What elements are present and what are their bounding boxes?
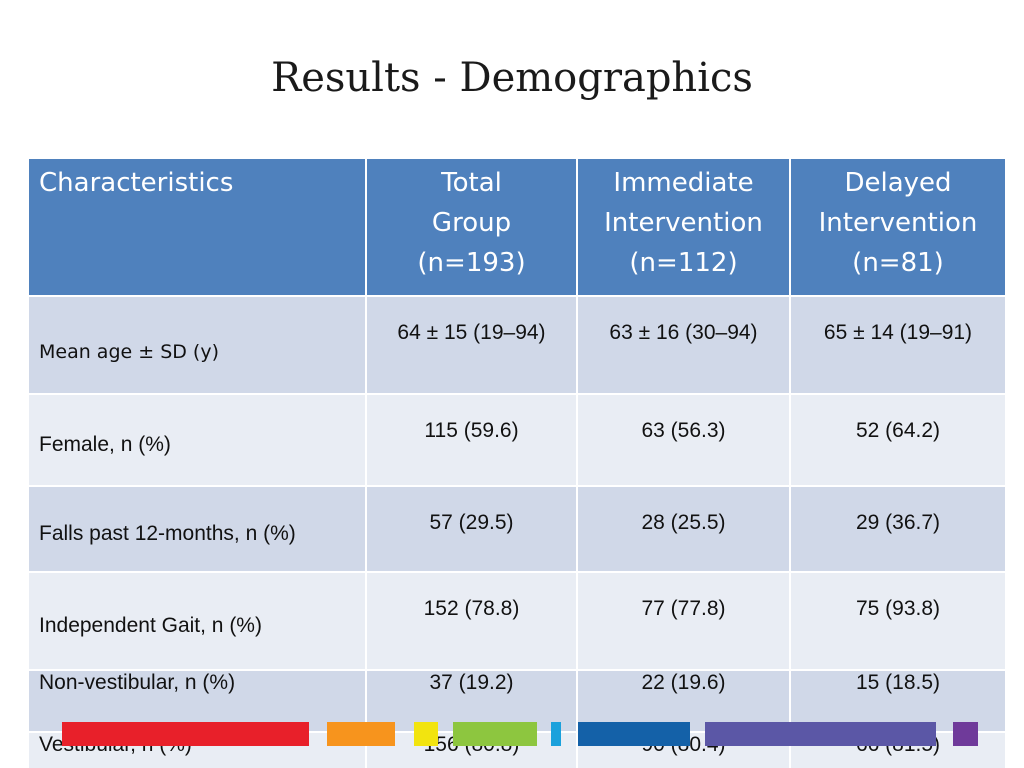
header-line: Intervention [818,208,978,238]
header-line: Intervention [604,208,763,238]
header-line: (n=81) [852,248,944,278]
cell-delayed: 75 (93.8) [789,571,1007,671]
cell-delayed: 52 (64.2) [789,393,1007,487]
stripe-segment-purple [953,722,978,746]
cell-immediate: 77 (77.8) [576,571,791,671]
cell-immediate: 63 (56.3) [576,393,791,487]
stripe-segment-blue [578,722,690,746]
stripe-segment-indigo [705,722,936,746]
header-line: Group [431,208,512,238]
row-label: Falls past 12-months, n (%) [27,485,367,573]
cell-total: 64 ± 15 (19–94) [365,295,578,395]
table-row: Falls past 12-months, n (%) 57 (29.5) 28… [27,485,1007,573]
row-label: Female, n (%) [27,393,367,487]
table-row: Independent Gait, n (%) 152 (78.8) 77 (7… [27,571,1007,671]
header-line: (n=193) [417,248,526,278]
row-label: Mean age ± SD (y) [27,295,367,395]
header-delayed-intervention: Delayed Intervention (n=81) [789,157,1007,297]
cell-immediate: 63 ± 16 (30–94) [576,295,791,395]
demographics-table: Characteristics Total Group (n=193) Imme… [27,157,1007,768]
cell-delayed: 65 ± 14 (19–91) [789,295,1007,395]
header-line: Total [441,168,502,198]
cell-total: 115 (59.6) [365,393,578,487]
cell-immediate: 28 (25.5) [576,485,791,573]
slide-title: Results - Demographics [271,55,753,101]
row-label: Independent Gait, n (%) [27,571,367,671]
stripe-segment-cyan [551,722,561,746]
table-row: Mean age ± SD (y) 64 ± 15 (19–94) 63 ± 1… [27,295,1007,395]
header-total-group: Total Group (n=193) [365,157,578,297]
cell-total: 57 (29.5) [365,485,578,573]
cell-total: 152 (78.8) [365,571,578,671]
cell-delayed: 29 (36.7) [789,485,1007,573]
header-characteristics: Characteristics [27,157,367,297]
header-immediate-intervention: Immediate Intervention (n=112) [576,157,791,297]
table-row: Female, n (%) 115 (59.6) 63 (56.3) 52 (6… [27,393,1007,487]
stripe-segment-red [62,722,309,746]
stripe-segment-yellow [414,722,438,746]
header-line: Delayed [844,168,952,198]
header-line: (n=112) [629,248,738,278]
stripe-segment-green [453,722,537,746]
table-header-row: Characteristics Total Group (n=193) Imme… [27,157,1007,297]
header-line: Immediate [613,168,754,198]
stripe-segment-orange [327,722,395,746]
